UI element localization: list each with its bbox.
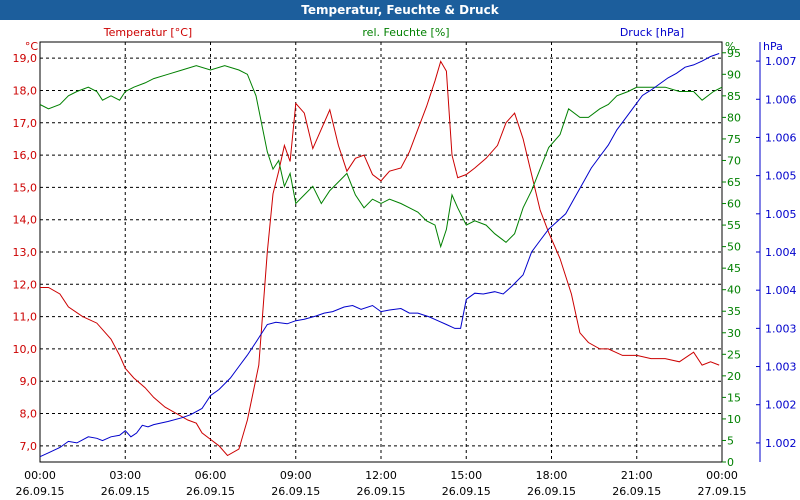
pressure-tick-label: 1.002 <box>765 399 797 412</box>
temperature-tick-label: 16,0 <box>13 149 38 162</box>
x-tick-date: 26.09.15 <box>527 485 576 498</box>
x-tick-time: 03:00 <box>109 469 141 482</box>
pressure-unit: hPa <box>763 40 783 53</box>
temperature-line <box>40 60 720 457</box>
pressure-tick-label: 1.003 <box>765 361 797 374</box>
pressure-axis-title: Druck [hPa] <box>620 26 684 39</box>
x-tick-time: 21:00 <box>621 469 653 482</box>
x-tick-date: 26.09.15 <box>612 485 661 498</box>
pressure-tick-label: 1.004 <box>765 284 797 297</box>
x-tick-date: 27.09.15 <box>698 485 747 498</box>
humidity-tick-label: 45 <box>727 262 741 275</box>
pressure-tick-label: 1.006 <box>765 93 797 106</box>
humidity-tick-label: 70 <box>727 154 741 167</box>
x-tick-date: 26.09.15 <box>101 485 150 498</box>
temperature-tick-label: 13,0 <box>13 246 38 259</box>
pressure-tick-label: 1.005 <box>765 170 797 183</box>
x-tick-time: 00:00 <box>706 469 738 482</box>
humidity-tick-label: 80 <box>727 111 741 124</box>
temperature-axis-title: Temperatur [°C] <box>103 26 192 39</box>
series-lines <box>39 53 723 458</box>
humidity-tick-label: 10 <box>727 413 741 426</box>
pressure-tick-label: 1.007 <box>765 55 797 68</box>
pressure-line <box>39 53 720 458</box>
pressure-tick-label: 1.004 <box>765 246 797 259</box>
x-tick-time: 06:00 <box>195 469 227 482</box>
temperature-tick-label: 7,0 <box>20 440 38 453</box>
humidity-tick-label: 15 <box>727 391 741 404</box>
humidity-tick-label: 90 <box>727 68 741 81</box>
humidity-tick-label: 50 <box>727 241 741 254</box>
humidity-tick-label: 85 <box>727 90 741 103</box>
humidity-tick-label: 40 <box>727 284 741 297</box>
humidity-tick-label: 65 <box>727 176 741 189</box>
x-tick-date: 26.09.15 <box>186 485 235 498</box>
humidity-tick-label: 60 <box>727 198 741 211</box>
humidity-tick-label: 35 <box>727 305 741 318</box>
temperature-tick-label: 9,0 <box>20 375 38 388</box>
temperature-tick-label: 8,0 <box>20 408 38 421</box>
humidity-tick-label: 30 <box>727 327 741 340</box>
pressure-tick-label: 1.003 <box>765 322 797 335</box>
humidity-tick-label: 75 <box>727 133 741 146</box>
temperature-tick-label: 14,0 <box>13 214 38 227</box>
humidity-tick-label: 25 <box>727 348 741 361</box>
window-title: Temperatur, Feuchte & Druck <box>0 0 800 20</box>
x-tick-time: 18:00 <box>536 469 568 482</box>
humidity-tick-label: 55 <box>727 219 741 232</box>
pressure-tick-label: 1.006 <box>765 131 797 144</box>
humidity-line <box>39 65 723 249</box>
plot-frame <box>39 41 723 463</box>
temperature-tick-label: 18,0 <box>13 84 38 97</box>
humidity-axis-title: rel. Feuchte [%] <box>362 26 449 39</box>
x-tick-date: 26.09.15 <box>357 485 406 498</box>
x-tick-time: 00:00 <box>24 469 56 482</box>
x-tick-time: 15:00 <box>450 469 482 482</box>
pressure-tick-label: 1.002 <box>765 437 797 450</box>
temperature-tick-label: 19,0 <box>13 52 38 65</box>
temperature-tick-label: 15,0 <box>13 181 38 194</box>
temperature-unit: °C <box>25 40 39 53</box>
pressure-tick-label: 1.005 <box>765 208 797 221</box>
x-tick-time: 09:00 <box>280 469 312 482</box>
temperature-tick-label: 11,0 <box>13 311 38 324</box>
temperature-tick-label: 17,0 <box>13 117 38 130</box>
humidity-tick-label: 20 <box>727 370 741 383</box>
humidity-tick-label: 95 <box>727 47 741 60</box>
humidity-unit: % <box>725 40 735 53</box>
humidity-tick-label: 0 <box>727 456 734 469</box>
x-tick-date: 26.09.15 <box>271 485 320 498</box>
temperature-tick-label: 10,0 <box>13 343 38 356</box>
x-tick-date: 26.09.15 <box>16 485 65 498</box>
x-tick-date: 26.09.15 <box>442 485 491 498</box>
grid <box>40 42 722 462</box>
axis-labels: Temperatur [°C] rel. Feuchte [%] Druck [… <box>25 26 783 53</box>
tick-labels: 00:00 26.09.15 03:00 26.09.15 06:00 26.09.15 0… <box>13 42 797 498</box>
temperature-tick-label: 12,0 <box>13 278 38 291</box>
humidity-tick-label: 5 <box>727 434 734 447</box>
x-tick-time: 12:00 <box>365 469 397 482</box>
